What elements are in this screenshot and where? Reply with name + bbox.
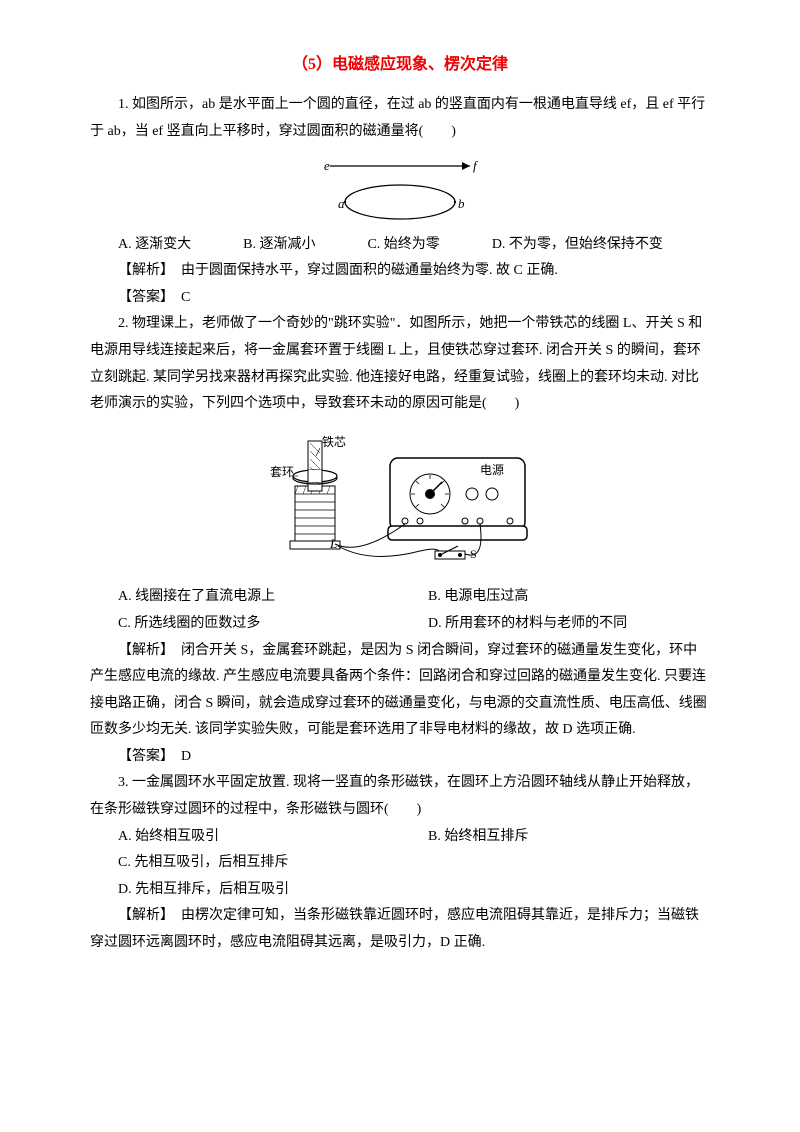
q1-opt-a: A. 逐渐变大 — [90, 232, 191, 259]
q2-opt-c: C. 所选线圈的匝数过多 — [90, 611, 400, 638]
q2-opt-d: D. 所用套环的材料与老师的不同 — [400, 611, 710, 638]
q2-label-iron: 铁芯 — [322, 435, 346, 449]
q1-options: A. 逐渐变大 B. 逐渐减小 C. 始终为零 D. 不为零，但始终保持不变 — [90, 232, 710, 259]
q2-answer: 【答案】 D — [90, 744, 710, 771]
q1-label-f: f — [473, 158, 479, 173]
q2-opt-a: A. 线圈接在了直流电源上 — [90, 584, 400, 611]
q1-opt-d: D. 不为零，但始终保持不变 — [464, 232, 663, 259]
q1-stem: 1. 如图所示，ab 是水平面上一个圆的直径，在过 ab 的竖直面内有一根通电直… — [90, 92, 710, 145]
q1-label-e: e — [324, 158, 330, 173]
q3-stem: 3. 一金属圆环水平固定放置. 现将一竖直的条形磁铁，在圆环上方沿圆环轴线从静止… — [90, 770, 710, 823]
q3-options-row1: A. 始终相互吸引 B. 始终相互排斥 — [90, 824, 710, 851]
q1-label-a: a — [338, 196, 345, 211]
q1-answer: 【答案】 C — [90, 285, 710, 312]
q2-label-power: 电源 — [480, 463, 504, 477]
q1-label-b: b — [458, 196, 465, 211]
q1-opt-b: B. 逐渐减小 — [215, 232, 315, 259]
q1-figure: e f a b — [90, 154, 710, 224]
q2-options-row2: C. 所选线圈的匝数过多 D. 所用套环的材料与老师的不同 — [90, 611, 710, 638]
q3-opt-d: D. 先相互排斥，后相互吸引 — [90, 877, 710, 904]
q2-analysis: 【解析】 闭合开关 S，金属套环跳起，是因为 S 闭合瞬间，穿过套环的磁通量发生… — [90, 638, 710, 744]
q1-analysis: 【解析】 由于圆面保持水平，穿过圆面积的磁通量始终为零. 故 C 正确. — [90, 258, 710, 285]
q3-opt-a: A. 始终相互吸引 — [90, 824, 400, 851]
q2-figure: 铁芯 套环 L 电源 — [90, 426, 710, 577]
q2-options-row1: A. 线圈接在了直流电源上 B. 电源电压过高 — [90, 584, 710, 611]
q2-label-l: L — [329, 536, 337, 551]
q2-label-ring: 套环 — [270, 465, 294, 479]
q2-opt-b: B. 电源电压过高 — [400, 584, 710, 611]
q2-stem: 2. 物理课上，老师做了一个奇妙的"跳环实验"．如图所示，她把一个带铁芯的线圈 … — [90, 311, 710, 417]
q3-opt-b: B. 始终相互排斥 — [400, 824, 710, 851]
q3-opt-c: C. 先相互吸引，后相互排斥 — [90, 850, 710, 877]
q3-analysis: 【解析】 由楞次定律可知，当条形磁铁靠近圆环时，感应电流阻碍其靠近，是排斥力；当… — [90, 903, 710, 956]
q1-opt-c: C. 始终为零 — [339, 232, 439, 259]
document-title: （5）电磁感应现象、楞次定律 — [90, 50, 710, 80]
